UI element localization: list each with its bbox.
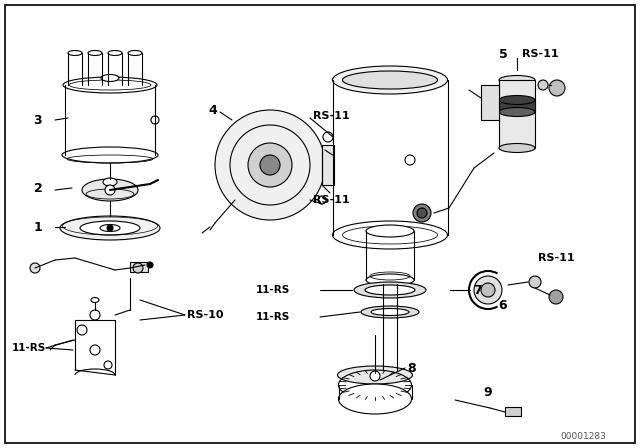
Circle shape — [105, 185, 115, 195]
Bar — [499, 100, 535, 112]
Text: 9: 9 — [483, 385, 492, 399]
Text: 8: 8 — [407, 362, 415, 375]
Bar — [322, 145, 334, 185]
Circle shape — [77, 325, 87, 335]
Ellipse shape — [333, 221, 447, 249]
Circle shape — [104, 361, 112, 369]
Ellipse shape — [62, 147, 158, 163]
Ellipse shape — [65, 148, 155, 162]
Text: 00001283: 00001283 — [560, 431, 606, 440]
Text: 1: 1 — [34, 220, 42, 233]
Text: 7: 7 — [473, 284, 482, 297]
Ellipse shape — [91, 297, 99, 302]
Circle shape — [529, 276, 541, 288]
Circle shape — [481, 283, 495, 297]
Ellipse shape — [333, 66, 447, 94]
Circle shape — [30, 263, 40, 273]
Ellipse shape — [354, 282, 426, 298]
Ellipse shape — [60, 216, 160, 240]
Text: RS-11: RS-11 — [522, 49, 559, 59]
Ellipse shape — [499, 143, 535, 152]
Ellipse shape — [101, 74, 119, 82]
Bar — [499, 80, 535, 148]
Circle shape — [549, 80, 565, 96]
Circle shape — [133, 263, 143, 273]
Circle shape — [417, 208, 427, 218]
Text: 2: 2 — [34, 181, 42, 194]
Ellipse shape — [361, 306, 419, 318]
Circle shape — [474, 276, 502, 304]
Ellipse shape — [365, 285, 415, 295]
Text: 11-RS: 11-RS — [256, 312, 290, 322]
Text: 3: 3 — [34, 113, 42, 126]
Circle shape — [323, 132, 333, 142]
Circle shape — [90, 310, 100, 320]
Ellipse shape — [366, 274, 414, 286]
Text: 5: 5 — [499, 47, 508, 60]
Text: 4: 4 — [209, 103, 218, 116]
Text: RS-10: RS-10 — [187, 310, 223, 320]
Ellipse shape — [499, 76, 535, 85]
Ellipse shape — [68, 51, 82, 56]
Ellipse shape — [65, 78, 155, 92]
Circle shape — [405, 155, 415, 165]
Ellipse shape — [82, 179, 138, 201]
Ellipse shape — [499, 108, 535, 116]
Circle shape — [90, 345, 100, 355]
Text: RS-11: RS-11 — [313, 195, 349, 205]
Ellipse shape — [366, 225, 414, 237]
Ellipse shape — [128, 51, 142, 56]
Ellipse shape — [80, 221, 140, 235]
Ellipse shape — [100, 224, 120, 232]
Text: RS-11: RS-11 — [313, 111, 349, 121]
Ellipse shape — [342, 71, 438, 89]
Circle shape — [147, 262, 153, 268]
Circle shape — [215, 110, 325, 220]
Bar — [130, 262, 148, 272]
Text: 11-RS: 11-RS — [256, 285, 290, 295]
Text: 11-RS: 11-RS — [12, 343, 46, 353]
Circle shape — [549, 290, 563, 304]
Bar — [481, 85, 499, 120]
Circle shape — [260, 155, 280, 175]
Ellipse shape — [337, 366, 413, 384]
Circle shape — [318, 196, 326, 204]
Circle shape — [538, 80, 548, 90]
Bar — [505, 407, 521, 416]
Ellipse shape — [371, 309, 409, 315]
Ellipse shape — [339, 384, 412, 414]
Circle shape — [413, 204, 431, 222]
Text: RS-11: RS-11 — [538, 253, 575, 263]
Ellipse shape — [108, 51, 122, 56]
Ellipse shape — [88, 51, 102, 56]
Circle shape — [151, 116, 159, 124]
Ellipse shape — [103, 178, 117, 186]
Circle shape — [248, 143, 292, 187]
Text: 6: 6 — [498, 298, 507, 311]
Circle shape — [107, 225, 113, 231]
Ellipse shape — [499, 95, 535, 104]
Ellipse shape — [63, 77, 157, 93]
Circle shape — [370, 371, 380, 381]
